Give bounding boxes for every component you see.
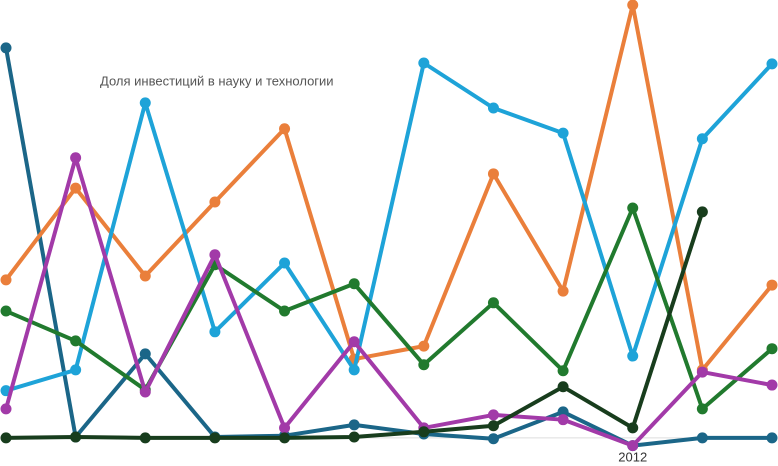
point xyxy=(348,278,360,290)
series-line xyxy=(5,61,774,393)
point xyxy=(487,297,499,309)
point xyxy=(766,379,778,391)
point xyxy=(348,336,360,348)
point xyxy=(696,432,708,444)
point xyxy=(139,97,151,109)
point xyxy=(487,433,499,445)
point xyxy=(70,364,82,376)
point xyxy=(209,326,221,338)
point xyxy=(0,274,12,286)
point xyxy=(627,422,639,434)
point xyxy=(209,432,221,444)
series-line xyxy=(4,3,774,372)
point xyxy=(279,432,291,444)
point xyxy=(418,340,430,352)
point xyxy=(139,348,151,360)
point xyxy=(139,386,151,398)
point xyxy=(557,285,569,297)
point xyxy=(279,422,291,434)
point xyxy=(418,426,430,438)
point xyxy=(696,403,708,415)
point xyxy=(627,0,639,11)
point xyxy=(0,305,12,317)
point xyxy=(418,359,430,371)
point xyxy=(348,431,360,443)
point xyxy=(557,365,569,377)
point xyxy=(557,406,569,418)
point xyxy=(627,202,639,214)
point xyxy=(418,57,430,69)
x-tick-label: 2012 xyxy=(618,449,647,464)
point xyxy=(139,270,151,282)
point xyxy=(348,419,360,431)
point xyxy=(70,182,82,194)
point xyxy=(0,42,12,54)
point xyxy=(766,343,778,355)
point xyxy=(766,279,778,291)
point xyxy=(487,409,499,421)
point xyxy=(279,257,291,269)
point xyxy=(627,440,639,452)
point xyxy=(627,350,639,362)
series-line xyxy=(5,206,774,411)
point xyxy=(766,432,778,444)
point xyxy=(139,432,151,444)
point xyxy=(0,403,12,415)
point xyxy=(0,432,12,444)
point xyxy=(487,102,499,114)
point xyxy=(279,305,291,317)
point xyxy=(696,133,708,145)
point xyxy=(487,420,499,432)
point xyxy=(70,431,82,443)
point xyxy=(557,381,569,393)
point xyxy=(209,196,221,208)
point xyxy=(766,58,778,70)
point xyxy=(487,168,499,180)
series-line xyxy=(4,47,772,448)
point xyxy=(696,206,708,218)
point xyxy=(70,152,82,164)
point xyxy=(557,414,569,426)
series-line xyxy=(4,155,773,448)
point xyxy=(696,366,708,378)
point xyxy=(279,123,291,135)
point xyxy=(348,364,360,376)
chart-title: Доля инвестиций в науку и технологии xyxy=(100,73,334,88)
point xyxy=(557,127,569,139)
point xyxy=(70,335,82,347)
point xyxy=(209,249,221,261)
